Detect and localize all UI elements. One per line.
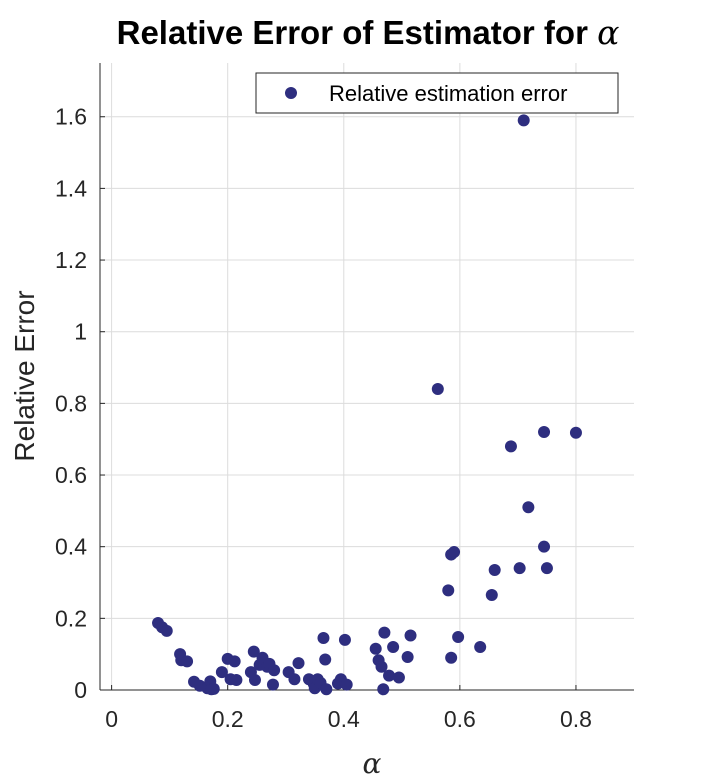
data-point [268, 664, 281, 677]
data-point [248, 673, 261, 686]
data-point [292, 657, 305, 670]
data-point [522, 501, 535, 514]
chart-title-text: Relative Error of Estimator for [117, 14, 597, 51]
y-axis-ticks: 0 0.2 0.4 0.6 0.8 1 1.2 1.4 1.6 [55, 104, 105, 703]
data-point [569, 426, 582, 439]
data-point [445, 651, 458, 664]
data-point [338, 633, 351, 646]
data-point [540, 562, 553, 575]
legend: Relative estimation error [255, 72, 619, 114]
data-point [247, 645, 260, 658]
y-tick-label: 0.4 [55, 534, 87, 560]
legend-label: Relative estimation error [329, 81, 567, 106]
data-point [474, 641, 487, 654]
data-point [383, 669, 396, 682]
data-point [160, 624, 173, 637]
data-point [215, 666, 228, 679]
x-tick-label: 0.6 [444, 706, 476, 732]
x-axis-ticks: 0 0.2 0.4 0.6 0.8 [105, 685, 592, 732]
y-tick-label: 1.4 [55, 175, 87, 201]
data-point [442, 584, 455, 597]
data-point [377, 683, 390, 696]
data-point [392, 671, 405, 684]
y-tick-label: 1.2 [55, 247, 87, 273]
x-tick-label: 0 [105, 706, 118, 732]
data-point [452, 630, 465, 643]
data-point [320, 683, 333, 696]
y-tick-label: 1.6 [55, 104, 87, 130]
data-point [488, 563, 501, 576]
data-point [207, 682, 220, 695]
data-point [517, 114, 530, 127]
y-tick-label: 0 [74, 677, 87, 703]
data-point [288, 673, 301, 686]
grid [100, 63, 634, 691]
x-tick-label: 0.4 [328, 706, 360, 732]
axes-lines [99, 63, 634, 691]
data-point [266, 678, 279, 691]
plot-background [100, 63, 634, 690]
data-point [538, 426, 551, 439]
y-axis-label: Relative Error [9, 290, 40, 461]
data-point [448, 546, 461, 559]
y-tick-label: 0.8 [55, 390, 87, 416]
data-point [504, 440, 517, 453]
x-axis-label: α [363, 747, 382, 780]
legend-box [255, 72, 619, 114]
data-point [228, 655, 241, 668]
y-tick-label: 1 [74, 319, 87, 345]
data-point [538, 540, 551, 553]
chart-title: Relative Error of Estimator for α [117, 13, 620, 52]
legend-marker [285, 87, 297, 99]
plot-area: 0 0.2 0.4 0.6 0.8 0 0.2 0.4 0.6 0.8 1 1.2 1.4 1.6 [55, 63, 634, 732]
data-point [387, 641, 400, 654]
data-point [181, 655, 194, 668]
data-point [340, 678, 353, 691]
data-point [319, 653, 332, 666]
y-tick-label: 0.2 [55, 605, 87, 631]
data-point [317, 632, 330, 645]
data-point [431, 383, 444, 396]
x-tick-label: 0.2 [212, 706, 244, 732]
data-point [230, 673, 243, 686]
x-tick-label: 0.8 [560, 706, 592, 732]
data-point [401, 651, 414, 664]
data-point [404, 629, 417, 642]
y-tick-label: 0.6 [55, 462, 87, 488]
data-point [485, 589, 498, 602]
data-point [375, 660, 388, 673]
data-points [152, 114, 582, 696]
chart-title-symbol: α [597, 13, 619, 52]
data-point [369, 642, 382, 655]
data-point [378, 626, 391, 639]
data-point [513, 562, 526, 575]
